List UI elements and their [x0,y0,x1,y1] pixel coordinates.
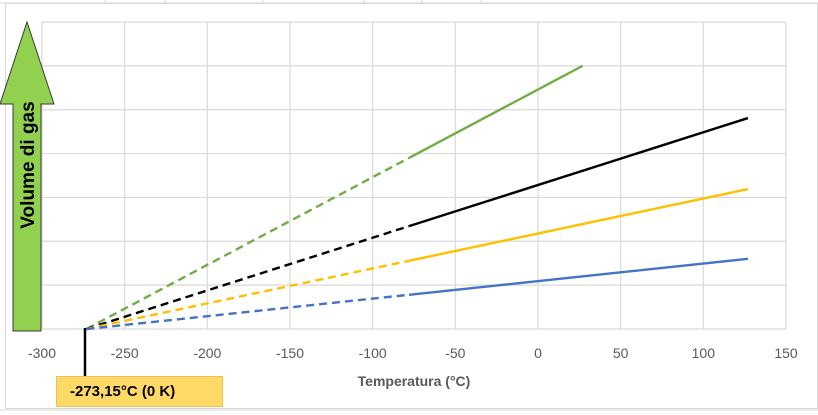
chart-area[interactable] [5,3,818,409]
x-tick-label: 150 [774,345,798,361]
series-lines [85,64,749,331]
gridlines [41,21,787,330]
x-tick-label: -150 [276,345,304,361]
x-tick-label: -300 [28,345,56,361]
x-tick-label: 100 [692,345,716,361]
up-arrow-icon [0,20,55,332]
series-black-measured [408,116,749,228]
series-yellow-measured [408,187,749,262]
x-tick-label: -250 [111,345,139,361]
absolute-zero-text: -273,15°C (0 K) [70,383,176,400]
x-tick-label: -200 [193,345,221,361]
x-tick-labels: -300 -250 -200 -150 -100 -50 0 50 100 150 [28,345,798,361]
absolute-zero-label: -273,15°C (0 K) [56,376,223,407]
x-tick-label: 50 [613,345,629,361]
series-yellow-extrapolated [86,259,410,331]
x-tick-label: -50 [445,345,465,361]
x-tick-label: 0 [534,345,542,361]
series-blue-extrapolated [86,293,410,331]
series-green-measured [408,64,584,159]
y-axis-title: Volume di gas [18,101,39,228]
x-axis-title: Temperatura (°C) [358,373,471,389]
series-blue-measured [408,257,749,296]
y-axis-arrow: Volume di gas [0,20,55,332]
series-green-extrapolated [85,156,410,331]
series-black-extrapolated [86,224,410,331]
x-tick-label: -100 [359,345,387,361]
